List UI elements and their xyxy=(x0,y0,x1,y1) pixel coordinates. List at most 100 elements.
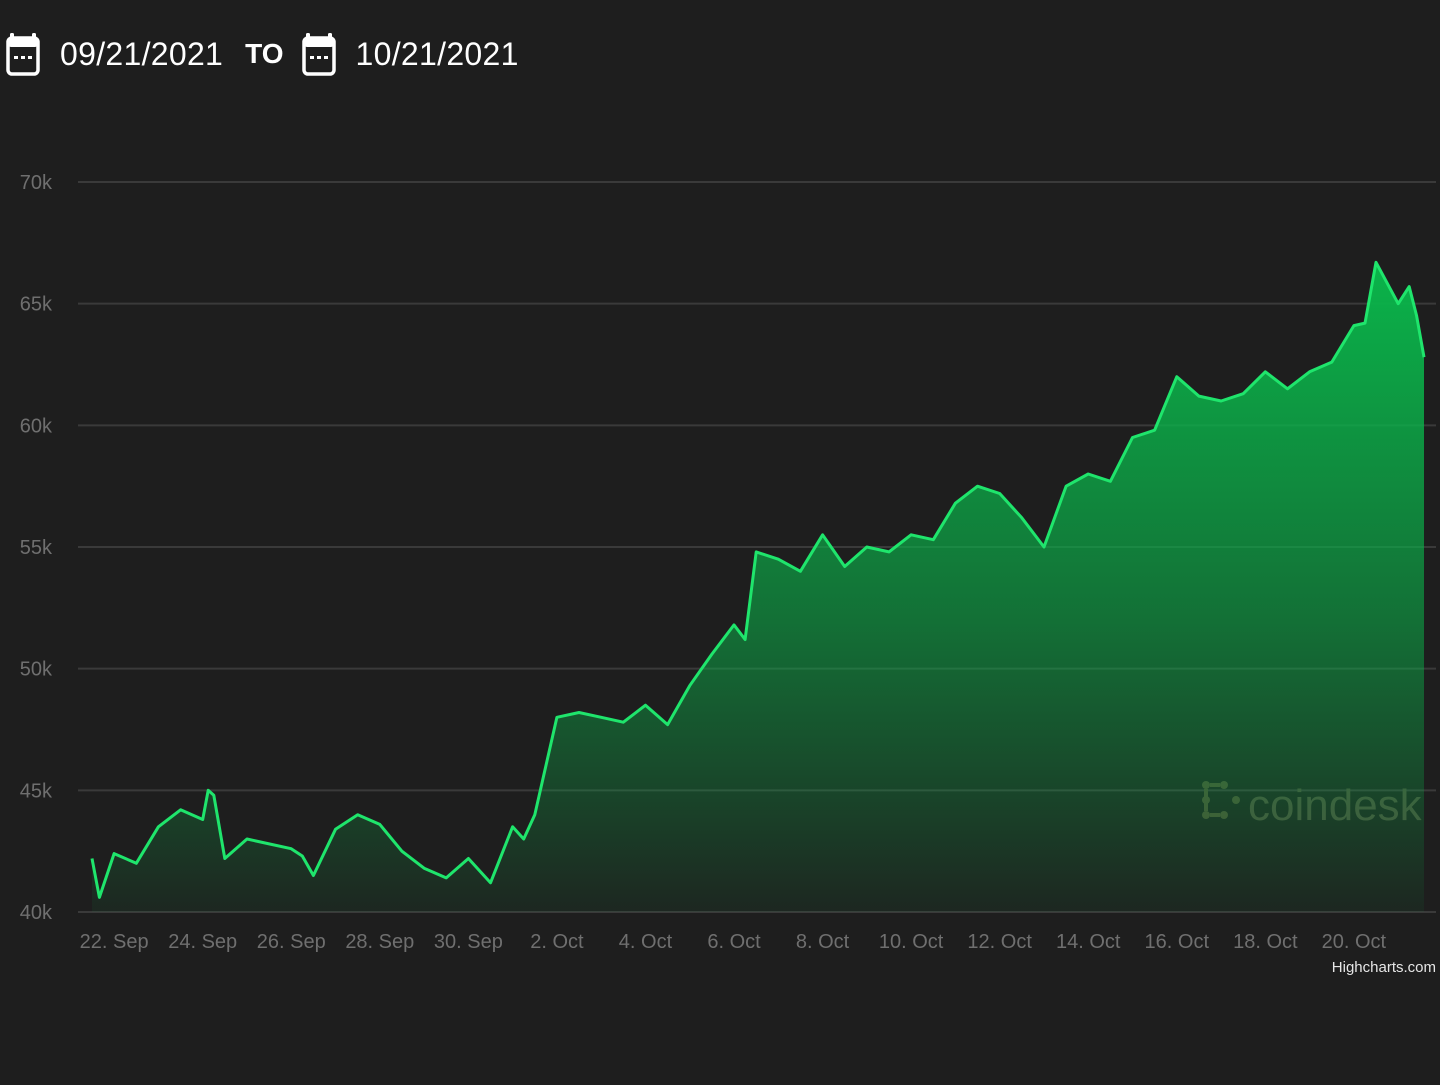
calendar-icon[interactable] xyxy=(6,32,40,76)
start-date[interactable]: 09/21/2021 xyxy=(60,35,224,72)
price-point[interactable] xyxy=(1392,298,1404,310)
y-tick-label: 60k xyxy=(20,415,53,437)
price-point[interactable] xyxy=(1149,424,1161,436)
price-point[interactable] xyxy=(285,843,297,855)
x-tick-label: 26. Sep xyxy=(257,931,326,953)
price-point[interactable] xyxy=(330,823,342,835)
x-tick-label: 22. Sep xyxy=(80,931,149,953)
price-point[interactable] xyxy=(883,546,895,558)
x-tick-label: 4. Oct xyxy=(619,931,673,953)
price-point[interactable] xyxy=(1171,371,1183,383)
price-point[interactable] xyxy=(485,877,497,889)
price-point[interactable] xyxy=(1215,395,1227,407)
x-tick-label: 8. Oct xyxy=(796,931,850,953)
price-point[interactable] xyxy=(861,541,873,553)
price-point[interactable] xyxy=(418,862,430,874)
price-point[interactable] xyxy=(1370,256,1382,268)
price-point[interactable] xyxy=(1348,320,1360,332)
date-range-separator: TO xyxy=(245,38,284,69)
price-point[interactable] xyxy=(263,838,275,850)
price-area-fill xyxy=(92,262,1424,912)
highcharts-credit[interactable]: Highcharts.com xyxy=(1332,959,1436,976)
price-series xyxy=(86,256,1430,912)
x-tick-label: 10. Oct xyxy=(879,931,944,953)
x-tick-label: 6. Oct xyxy=(707,931,761,953)
y-tick-label: 65k xyxy=(20,294,53,316)
price-point[interactable] xyxy=(1193,390,1205,402)
price-point[interactable] xyxy=(93,891,105,903)
price-point[interactable] xyxy=(197,814,209,826)
price-point[interactable] xyxy=(1104,475,1116,487)
price-point[interactable] xyxy=(905,529,917,541)
price-point[interactable] xyxy=(529,809,541,821)
price-point[interactable] xyxy=(1127,432,1139,444)
price-point[interactable] xyxy=(1418,351,1430,363)
price-point[interactable] xyxy=(1304,366,1316,378)
price-point[interactable] xyxy=(684,680,696,692)
price-point[interactable] xyxy=(617,716,629,728)
end-date[interactable]: 10/21/2021 xyxy=(355,35,519,72)
price-point[interactable] xyxy=(772,553,784,565)
price-point[interactable] xyxy=(640,699,652,711)
price-point[interactable] xyxy=(1359,317,1371,329)
price-point[interactable] xyxy=(1403,281,1415,293)
price-point[interactable] xyxy=(949,497,961,509)
x-tick-label: 12. Oct xyxy=(967,931,1032,953)
price-point[interactable] xyxy=(518,833,530,845)
price-point[interactable] xyxy=(86,853,98,865)
price-point[interactable] xyxy=(296,850,308,862)
price-point[interactable] xyxy=(1060,480,1072,492)
price-point[interactable] xyxy=(1411,310,1423,322)
price-point[interactable] xyxy=(219,853,231,865)
x-tick-label: 18. Oct xyxy=(1233,931,1298,953)
y-axis-labels: 40k 45k 50k 55k 60k 65k 70k xyxy=(20,172,53,924)
x-tick-label: 20. Oct xyxy=(1322,931,1387,953)
y-tick-label: 40k xyxy=(20,902,53,924)
y-tick-label: 55k xyxy=(20,537,53,559)
price-point[interactable] xyxy=(1016,512,1028,524)
price-point[interactable] xyxy=(794,565,806,577)
price-point[interactable] xyxy=(573,707,585,719)
price-point[interactable] xyxy=(739,634,751,646)
price-point[interactable] xyxy=(972,480,984,492)
calendar-icon[interactable] xyxy=(301,32,336,76)
price-point[interactable] xyxy=(396,845,408,857)
price-point[interactable] xyxy=(1237,388,1249,400)
price-point[interactable] xyxy=(706,648,718,660)
x-tick-label: 2. Oct xyxy=(530,931,584,953)
price-point[interactable] xyxy=(307,870,319,882)
price-point[interactable] xyxy=(108,848,120,860)
price-point[interactable] xyxy=(374,818,386,830)
price-point[interactable] xyxy=(440,872,452,884)
date-range: 09/21/2021 TO 10/21/2021 xyxy=(6,28,519,80)
price-point[interactable] xyxy=(839,561,851,573)
price-point[interactable] xyxy=(994,488,1006,500)
x-tick-label: 24. Sep xyxy=(168,931,237,953)
y-tick-label: 70k xyxy=(20,172,53,194)
price-point[interactable] xyxy=(662,719,674,731)
price-point[interactable] xyxy=(1326,356,1338,368)
price-point[interactable] xyxy=(175,804,187,816)
price-point[interactable] xyxy=(551,711,563,723)
x-tick-label: 30. Sep xyxy=(434,931,503,953)
price-point[interactable] xyxy=(1259,366,1271,378)
price-point[interactable] xyxy=(462,853,474,865)
price-point[interactable] xyxy=(750,546,762,558)
price-point[interactable] xyxy=(130,857,142,869)
price-line[interactable] xyxy=(90,260,1426,899)
price-point[interactable] xyxy=(817,529,829,541)
price-point[interactable] xyxy=(352,809,364,821)
price-point[interactable] xyxy=(1082,468,1094,480)
price-point[interactable] xyxy=(927,534,939,546)
price-point[interactable] xyxy=(728,619,740,631)
price-point[interactable] xyxy=(507,821,519,833)
price-point[interactable] xyxy=(1038,541,1050,553)
price-point[interactable] xyxy=(595,711,607,723)
price-point[interactable] xyxy=(241,833,253,845)
price-point[interactable] xyxy=(208,789,220,801)
y-tick-label: 50k xyxy=(20,659,53,681)
price-point[interactable] xyxy=(152,821,164,833)
price-point[interactable] xyxy=(1282,383,1294,395)
